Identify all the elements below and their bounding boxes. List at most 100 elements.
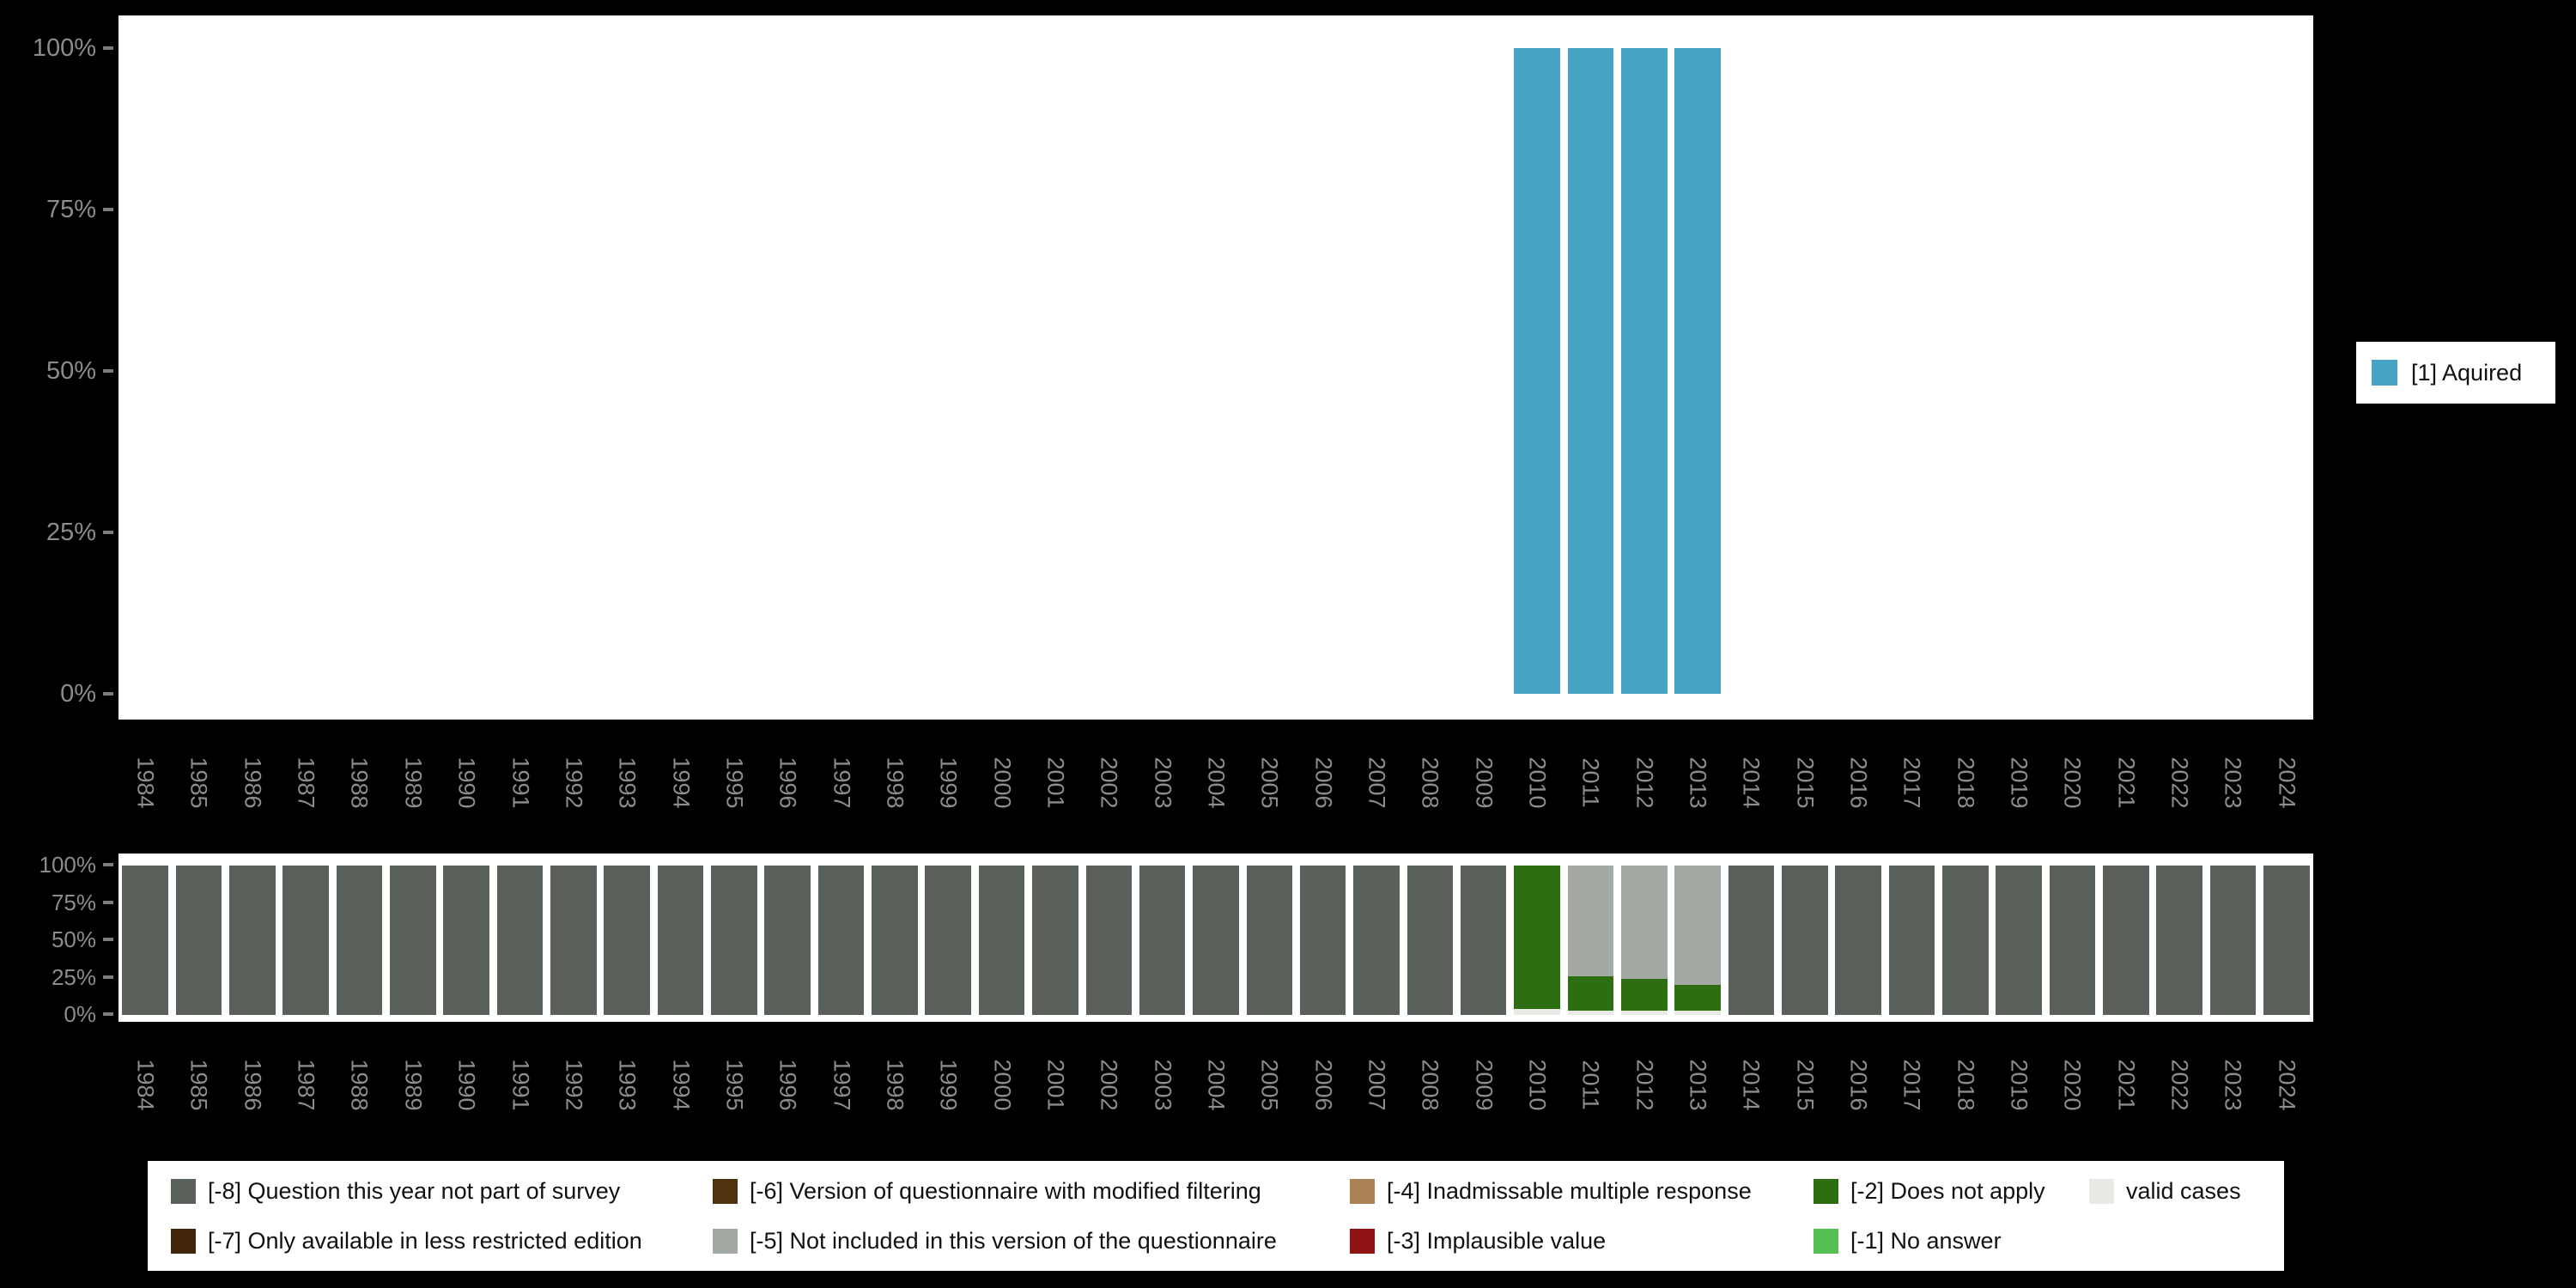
bar-2013[interactable] xyxy=(1674,985,1721,1011)
bar-1986[interactable] xyxy=(229,866,276,1015)
bar-slot-2011 xyxy=(1564,48,1617,694)
bar-2023[interactable] xyxy=(2209,866,2257,1015)
bar-1987[interactable] xyxy=(283,866,329,1015)
bar-slot-2006 xyxy=(1297,866,1350,1015)
bar-slot-2021 xyxy=(2099,48,2153,694)
bar-2016[interactable] xyxy=(1835,866,1881,1015)
bar-slot-2000 xyxy=(975,48,1028,694)
bar-2010[interactable] xyxy=(1514,48,1560,694)
bar-slot-2005 xyxy=(1242,48,1296,694)
bar-2004[interactable] xyxy=(1193,866,1239,1015)
x-tick-2018: 2018 xyxy=(1939,726,1992,838)
bar-2018[interactable] xyxy=(1941,866,1989,1015)
bar-1984[interactable] xyxy=(122,866,168,1015)
bar-2001[interactable] xyxy=(1032,866,1078,1015)
bar-2012[interactable] xyxy=(1620,48,1668,694)
x-tick-label: 2017 xyxy=(1899,756,1925,809)
bar-2013[interactable] xyxy=(1674,1010,1721,1015)
bar-1985[interactable] xyxy=(175,866,222,1015)
bar-2024[interactable] xyxy=(2263,866,2310,1015)
x-tick-label: 2011 xyxy=(1577,756,1604,808)
bar-2009[interactable] xyxy=(1460,866,1507,1015)
bar-1993[interactable] xyxy=(604,866,651,1015)
bar-2011[interactable] xyxy=(1567,975,1614,1011)
bar-slot-2002 xyxy=(1082,866,1135,1015)
bar-1992[interactable] xyxy=(550,866,597,1015)
bar-1994[interactable] xyxy=(657,866,704,1015)
bar-1989[interactable] xyxy=(390,866,436,1015)
bar-1996[interactable] xyxy=(764,866,811,1015)
x-tick-2007: 2007 xyxy=(1350,1029,1403,1140)
x-tick-label: 2020 xyxy=(2059,756,2086,809)
bar-2011[interactable] xyxy=(1567,866,1614,976)
bar-2013[interactable] xyxy=(1674,866,1721,986)
x-tick-1987: 1987 xyxy=(279,726,332,838)
x-tick-label: 2005 xyxy=(1256,1058,1283,1111)
bar-2002[interactable] xyxy=(1085,866,1133,1015)
bar-1995[interactable] xyxy=(711,866,757,1015)
bar-2011[interactable] xyxy=(1567,1010,1614,1015)
bar-1990[interactable] xyxy=(443,866,489,1015)
x-tick-label: 2006 xyxy=(1310,756,1337,809)
x-tick-label: 1989 xyxy=(400,756,427,809)
bar-slot-2017 xyxy=(1885,48,1938,694)
bar-slot-1997 xyxy=(814,48,867,694)
bar-2000[interactable] xyxy=(978,866,1025,1015)
legend-label--8: [-8] Question this year not part of surv… xyxy=(208,1177,621,1204)
legend-label--5: [-5] Not included in this version of the… xyxy=(750,1227,1277,1254)
x-tick-1992: 1992 xyxy=(547,1029,600,1140)
bar-slot-2007 xyxy=(1350,48,1403,694)
x-tick-label: 1999 xyxy=(935,756,962,809)
bar-2007[interactable] xyxy=(1353,866,1400,1015)
bar-2013[interactable] xyxy=(1674,48,1721,694)
bar-2008[interactable] xyxy=(1406,866,1454,1015)
x-tick-label: 1993 xyxy=(614,756,641,809)
x-tick-label: 2008 xyxy=(1417,756,1443,809)
x-axis-bottom: 1984 1985 1986 1987 1988 1989 1990 1991 1992 1993… xyxy=(118,1029,2313,1140)
x-tick-2005: 2005 xyxy=(1242,726,1296,838)
x-axis-top: 1984 1985 1986 1987 1988 1989 1990 1991 1992 1993… xyxy=(118,726,2313,838)
bar-2017[interactable] xyxy=(1888,866,1935,1015)
bar-2015[interactable] xyxy=(1781,866,1828,1015)
bar-2006[interactable] xyxy=(1299,866,1346,1015)
x-tick-2004: 2004 xyxy=(1189,726,1242,838)
y-tick-label: 25% xyxy=(0,964,118,990)
bar-2022[interactable] xyxy=(2156,866,2202,1015)
bar-2020[interactable] xyxy=(2049,866,2096,1015)
bar-2010[interactable] xyxy=(1514,866,1560,1010)
bar-1997[interactable] xyxy=(817,866,865,1015)
x-tick-2014: 2014 xyxy=(1724,1029,1777,1140)
bar-slot-2010 xyxy=(1510,48,1564,694)
x-tick-1986: 1986 xyxy=(226,1029,279,1140)
x-tick-2002: 2002 xyxy=(1082,726,1135,838)
bar-slot-2012 xyxy=(1618,866,1671,1015)
x-tick-2021: 2021 xyxy=(2099,1029,2153,1140)
bar-slot-2009 xyxy=(1457,866,1510,1015)
x-tick-label: 1993 xyxy=(614,1058,641,1111)
bar-1988[interactable] xyxy=(336,866,383,1015)
bar-1998[interactable] xyxy=(872,866,918,1015)
bar-2010[interactable] xyxy=(1514,1009,1560,1015)
bar-2019[interactable] xyxy=(1996,866,2042,1015)
bar-2011[interactable] xyxy=(1567,48,1614,694)
legend-swatch--8 xyxy=(171,1178,196,1204)
legend-item--8: [-8] Question this year not part of surv… xyxy=(171,1178,713,1205)
bar-2012[interactable] xyxy=(1620,979,1668,1011)
x-tick-label: 2017 xyxy=(1899,1058,1925,1111)
bar-2012[interactable] xyxy=(1620,1010,1668,1015)
legend-label--6: [-6] Version of questionnaire with modif… xyxy=(750,1177,1261,1204)
bar-2003[interactable] xyxy=(1139,866,1186,1015)
bar-1999[interactable] xyxy=(925,866,972,1015)
bar-slot-1995 xyxy=(708,866,761,1015)
x-tick-label: 1991 xyxy=(507,756,534,809)
bar-1991[interactable] xyxy=(496,866,544,1015)
bar-2021[interactable] xyxy=(2102,866,2149,1015)
bar-slot-1989 xyxy=(386,866,440,1015)
bar-2014[interactable] xyxy=(1728,866,1775,1015)
x-tick-1994: 1994 xyxy=(653,1029,707,1140)
x-tick-2001: 2001 xyxy=(1029,1029,1082,1140)
legend-label--1: [-1] No answer xyxy=(1850,1227,2002,1254)
bar-2005[interactable] xyxy=(1246,866,1293,1015)
bar-2012[interactable] xyxy=(1620,866,1668,980)
x-tick-2009: 2009 xyxy=(1457,726,1510,838)
